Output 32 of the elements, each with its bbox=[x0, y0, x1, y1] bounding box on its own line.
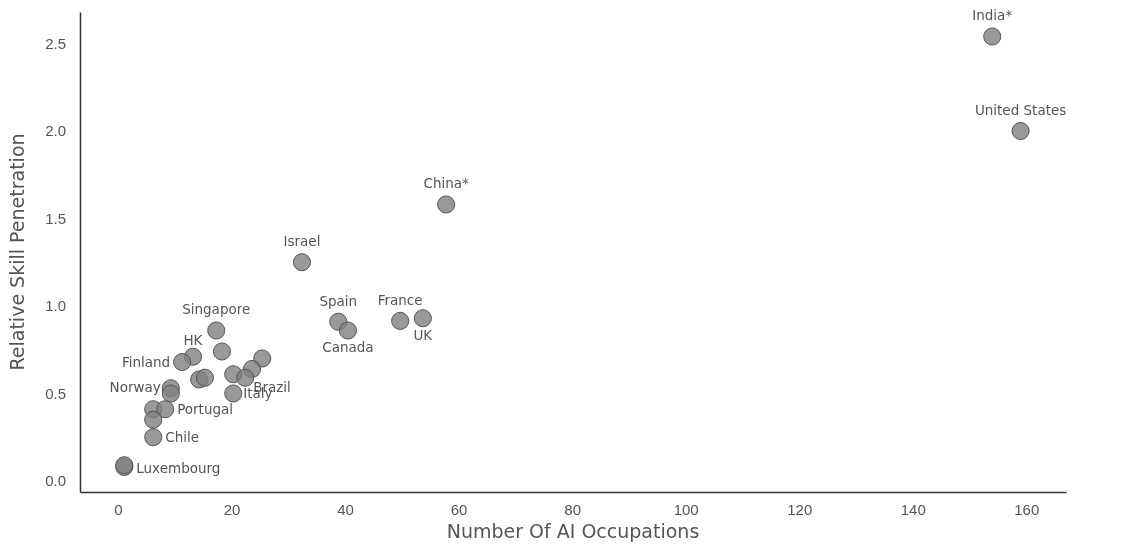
y-tick-label: 0.5 bbox=[45, 384, 66, 402]
annotation: Israel bbox=[283, 233, 321, 250]
annotation: UK bbox=[413, 327, 434, 344]
y-tick-label: 1.0 bbox=[45, 297, 66, 315]
annotation: Spain bbox=[319, 292, 358, 309]
annotation: Canada bbox=[322, 339, 374, 356]
annotation: HK bbox=[183, 331, 204, 348]
x-tick-label: 160 bbox=[1014, 500, 1040, 518]
x-tick-label: 40 bbox=[337, 500, 354, 518]
annotation: France bbox=[377, 291, 423, 308]
x-tick-label: 120 bbox=[787, 500, 813, 518]
x-tick-label: 140 bbox=[900, 500, 926, 518]
x-tick-label: 100 bbox=[673, 500, 699, 518]
annotation: India* bbox=[972, 7, 1013, 24]
y-axis-title: Relative Skill Penetration bbox=[6, 133, 28, 371]
annotation: Chile bbox=[165, 429, 200, 446]
annotation: Luxembourg bbox=[136, 459, 221, 476]
annotation: Finland bbox=[121, 353, 171, 370]
x-tick-label: 20 bbox=[223, 500, 241, 518]
y-tick-label: 2.5 bbox=[45, 34, 66, 52]
y-tick-label: 1.5 bbox=[45, 209, 66, 227]
x-axis-title: Number Of AI Occupations bbox=[446, 520, 700, 542]
x-tick-label: 60 bbox=[450, 500, 468, 518]
y-tick-label: 2.0 bbox=[45, 122, 66, 140]
y-tick-label: 0.0 bbox=[45, 472, 66, 490]
annotation: Portugal bbox=[177, 401, 234, 418]
x-tick-label: 0 bbox=[114, 500, 123, 518]
annotation: China* bbox=[423, 175, 470, 192]
annotation: Norway bbox=[109, 379, 161, 396]
x-tick-label: 80 bbox=[564, 500, 581, 518]
annotation: Singapore bbox=[182, 301, 251, 318]
annotation: United States bbox=[974, 101, 1067, 118]
